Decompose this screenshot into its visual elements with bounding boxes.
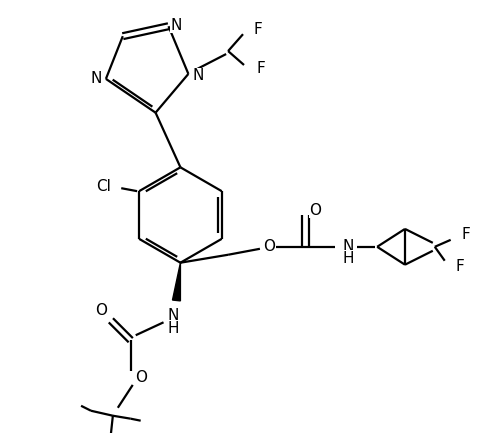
Polygon shape (173, 263, 181, 301)
Text: N: N (90, 71, 102, 86)
Text: H: H (168, 321, 179, 336)
Text: O: O (263, 239, 275, 254)
Text: N: N (342, 239, 354, 254)
Text: N: N (168, 308, 179, 323)
Text: F: F (455, 259, 464, 274)
Text: H: H (342, 251, 354, 266)
Text: N: N (193, 69, 204, 83)
Text: F: F (253, 22, 262, 37)
Text: O: O (135, 371, 147, 385)
Text: F: F (256, 62, 265, 76)
Text: N: N (171, 18, 182, 33)
Text: O: O (309, 203, 322, 217)
Text: F: F (461, 227, 470, 242)
Text: Cl: Cl (96, 179, 111, 194)
Text: O: O (95, 303, 107, 318)
